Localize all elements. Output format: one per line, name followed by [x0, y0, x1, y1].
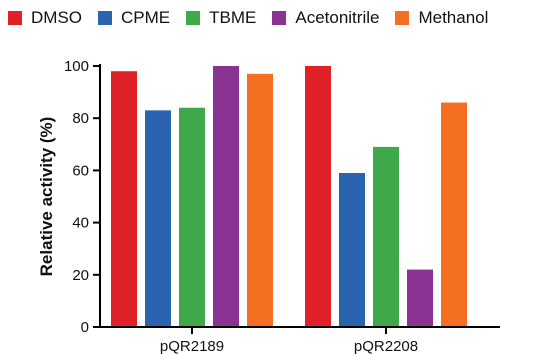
bar-pqr2189-acetonitrile	[213, 66, 239, 327]
legend-label: Methanol	[418, 8, 489, 27]
bar-pqr2208-acetonitrile	[407, 269, 433, 327]
legend-label: DMSO	[31, 8, 82, 27]
bar-pqr2189-tbme	[179, 107, 205, 327]
y-axis-title: Relative activity (%)	[37, 117, 56, 277]
bar-pqr2208-methanol	[441, 102, 467, 327]
y-tick-label: 100	[64, 58, 89, 75]
legend-swatch	[186, 11, 201, 25]
y-tick-label: 80	[72, 110, 89, 127]
legend-item-methanol: Methanol	[395, 8, 488, 28]
bar-pqr2208-cpme	[339, 173, 365, 327]
bar-pqr2208-tbme	[373, 146, 399, 327]
bar-pqr2189-cpme	[145, 110, 171, 328]
legend-label: TBME	[209, 8, 257, 27]
legend-swatch	[8, 11, 22, 25]
y-tick-label: 0	[81, 319, 89, 336]
y-tick-label: 20	[72, 267, 89, 284]
x-tick-label-pqr2189: pQR2189	[160, 338, 224, 354]
legend-label: Acetonitrile	[295, 8, 380, 27]
legend-swatch	[98, 11, 112, 25]
legend-label: CPME	[121, 8, 171, 27]
y-tick-label: 40	[72, 215, 89, 232]
legend-item-cpme: CPME	[98, 8, 170, 28]
legend-item-acetonitrile: Acetonitrile	[272, 8, 379, 28]
legend-item-tbme: TBME	[186, 8, 256, 28]
legend-swatch	[395, 11, 410, 25]
legend-item-dmso: DMSO	[8, 8, 82, 28]
bar-pqr2189-dmso	[111, 71, 137, 327]
chart-legend: DMSO CPME TBME Acetonitrile Methanol	[8, 6, 504, 30]
x-tick-label-pqr2208: pQR2208	[354, 338, 418, 354]
y-tick-label: 60	[72, 162, 89, 179]
legend-swatch	[272, 11, 287, 25]
bar-pqr2189-methanol	[247, 73, 273, 327]
bar-pqr2208-dmso	[305, 66, 331, 327]
